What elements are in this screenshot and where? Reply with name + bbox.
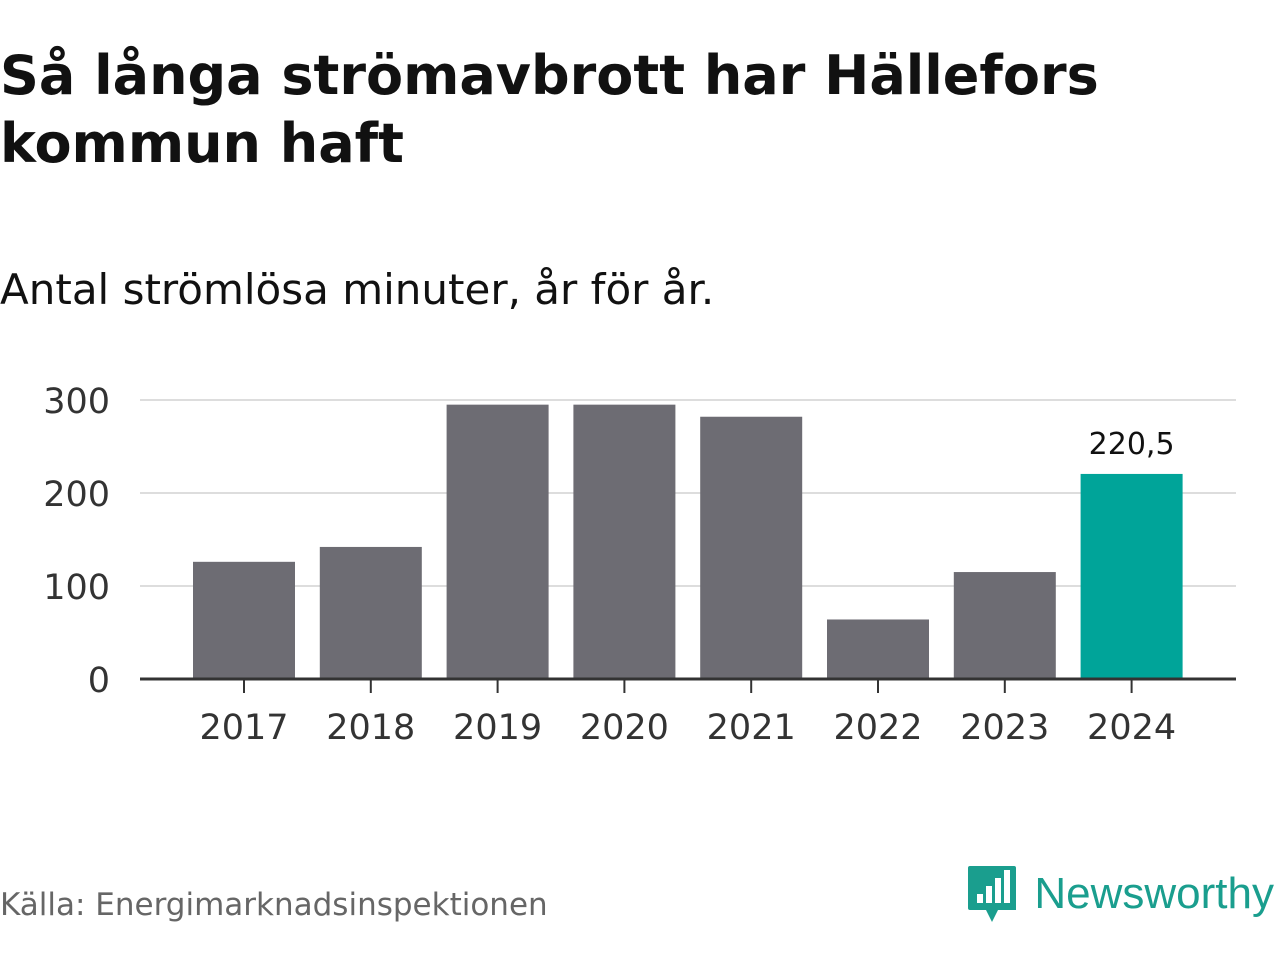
- bar-2018: [319, 546, 422, 679]
- bar-2023: [953, 572, 1056, 679]
- bar-2021: [700, 416, 803, 679]
- chart-subtitle: Antal strömlösa minuter, år för år.: [0, 265, 715, 314]
- brand-name: Newsworthy: [1034, 869, 1274, 918]
- bar-2022: [827, 619, 929, 679]
- newsworthy-logo-icon: [968, 866, 1017, 922]
- x-tick-label: 2021: [707, 708, 796, 748]
- data-label: 220,5: [1089, 427, 1175, 462]
- y-axis-ticks: 0 100 200 300: [43, 382, 110, 701]
- x-tick-label: 2020: [580, 708, 669, 748]
- chart-title: Så långa strömavbrott har Hällefors komm…: [0, 44, 1099, 175]
- bar-2024: [1080, 473, 1183, 679]
- x-tick-label: 2019: [453, 708, 542, 748]
- bar-2017: [193, 561, 295, 679]
- bar-2020: [573, 404, 676, 679]
- data-labels: 220,5: [1089, 427, 1175, 462]
- x-tick-label: 2023: [960, 708, 1049, 748]
- gridlines: [140, 399, 1236, 587]
- source-note: Källa: Energimarknadsinspektionen: [0, 887, 548, 923]
- x-tick-label: 2022: [833, 708, 922, 748]
- x-tick-label: 2017: [199, 708, 288, 748]
- bar-2019: [446, 404, 549, 679]
- x-axis-ticks: 2017 2018 2019 2020 2021 2022 2023 2024: [199, 679, 1176, 748]
- y-tick-label: 300: [43, 382, 110, 422]
- y-tick-label: 0: [88, 661, 110, 701]
- y-tick-label: 200: [43, 475, 110, 515]
- x-tick-label: 2018: [326, 708, 415, 748]
- x-tick-label: 2024: [1087, 708, 1176, 748]
- y-tick-label: 100: [43, 568, 110, 608]
- newsworthy-logo: Newsworthy: [966, 862, 1274, 926]
- bars: [193, 404, 1183, 679]
